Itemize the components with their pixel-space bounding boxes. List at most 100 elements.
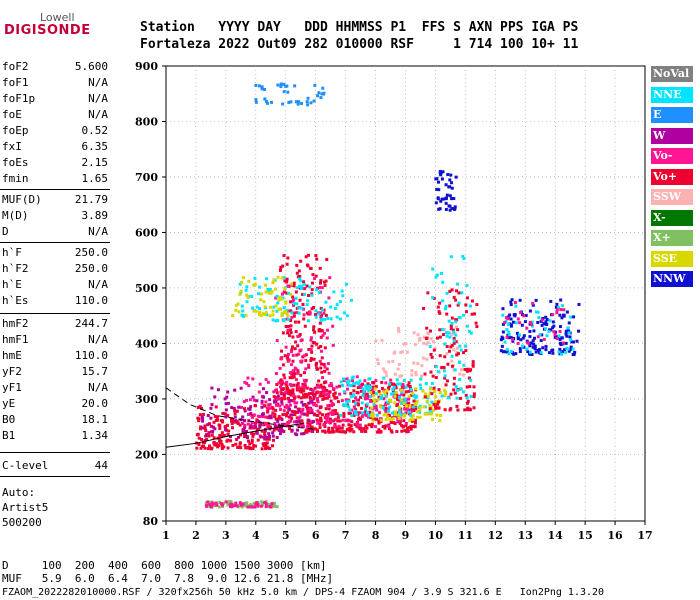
data-point-vo- [438,354,442,358]
data-point-vo- [263,429,267,433]
data-point-sse [238,293,242,297]
param-m-d-: M(D) 3.89 [2,209,108,225]
data-point-w [300,400,304,404]
data-point-vo- [238,501,242,505]
data-point-vo- [214,405,218,409]
data-point-nne [412,394,416,398]
data-point-vo- [264,505,268,509]
data-point-vo- [250,413,254,417]
data-point-nne [365,402,369,406]
data-point-e [286,90,290,94]
data-point-nne [455,282,459,286]
data-point-vo- [215,443,219,447]
data-point-vo- [319,315,323,319]
data-point-vo- [312,325,316,329]
data-point-vo- [242,400,246,404]
data-point-vo- [470,312,474,316]
data-point-ssw [374,339,378,343]
data-point-nne [402,378,406,382]
data-point-vo- [346,387,350,391]
data-point-nnw [501,330,505,334]
data-point-vo- [325,336,329,340]
data-point-nne [443,374,447,378]
data-point-vo- [331,411,335,415]
data-point-vo- [238,423,242,427]
data-point-vo- [285,414,289,418]
param-value: N/A [88,108,108,121]
data-point-sse [428,391,432,395]
data-point-vo- [335,385,339,389]
data-point-nnw [518,298,522,302]
data-point-nne [465,283,469,287]
data-point-vo- [286,411,290,415]
data-point-ssw [458,372,462,376]
data-point-nne [560,304,564,308]
data-point-sse [438,419,442,423]
data-point-vo- [253,403,257,407]
data-point-vo- [379,417,383,421]
data-point-sse [239,289,243,293]
data-point-vo- [218,438,222,442]
data-point-vo- [346,419,350,423]
data-point-nne [566,326,570,330]
param-value: 6.35 [81,140,109,153]
data-point-nnw [560,336,564,340]
data-point-w [261,387,265,391]
data-point-vo- [438,301,442,305]
x-tick-label: 9 [402,529,410,542]
data-point-vo- [282,394,286,398]
data-point-vo- [437,388,441,392]
data-point-nnw [434,177,438,181]
data-point-vo- [286,386,290,390]
data-point-w [260,399,264,403]
data-point-nne [300,306,304,310]
data-point-vo- [428,407,432,411]
data-point-vo- [315,367,319,371]
data-point-w [307,401,311,405]
data-point-nne [345,314,349,318]
data-point-nne [440,394,444,398]
data-point-vo- [233,412,237,416]
data-point-w [211,425,215,429]
data-point-vo- [301,355,305,359]
data-point-vo- [357,403,361,407]
data-point-w [259,435,263,439]
data-point-vo- [309,398,313,402]
data-point-vo- [327,390,331,394]
data-point-nne [306,299,310,303]
data-point-vo- [279,385,283,389]
data-point-vo- [410,419,414,423]
data-point-vo- [197,417,201,421]
data-point-vo- [404,424,408,428]
data-point-vo- [348,426,352,430]
data-point-vo- [210,446,214,450]
data-point-ssw [385,374,389,378]
data-point-nne [457,301,461,305]
data-point-nnw [516,337,520,341]
data-point-nnw [560,316,564,320]
data-point-vo- [256,438,260,442]
data-point-nne [297,311,301,315]
data-point-vo- [274,408,278,412]
data-point-sse [433,390,437,394]
data-point-vo- [323,424,327,428]
data-point-vo- [249,505,253,509]
data-point-nne [458,344,462,348]
data-point-vo- [387,427,391,431]
data-point-nnw [569,345,573,349]
data-point-vo- [356,411,360,415]
data-point-nne [392,385,396,389]
data-point-vo- [290,371,294,375]
data-point-nnw [444,197,448,201]
data-point-sse [382,413,386,417]
data-point-nne [461,254,465,258]
data-point-vo- [374,379,378,383]
data-point-vo- [382,397,386,401]
param-yf1: yF1 N/A [2,381,108,397]
data-point-vo- [320,286,324,290]
data-point-vo- [245,381,249,385]
data-point-vo- [352,413,356,417]
data-point-vo- [248,398,252,402]
data-point-vo- [205,504,209,508]
data-point-vo- [443,376,447,380]
